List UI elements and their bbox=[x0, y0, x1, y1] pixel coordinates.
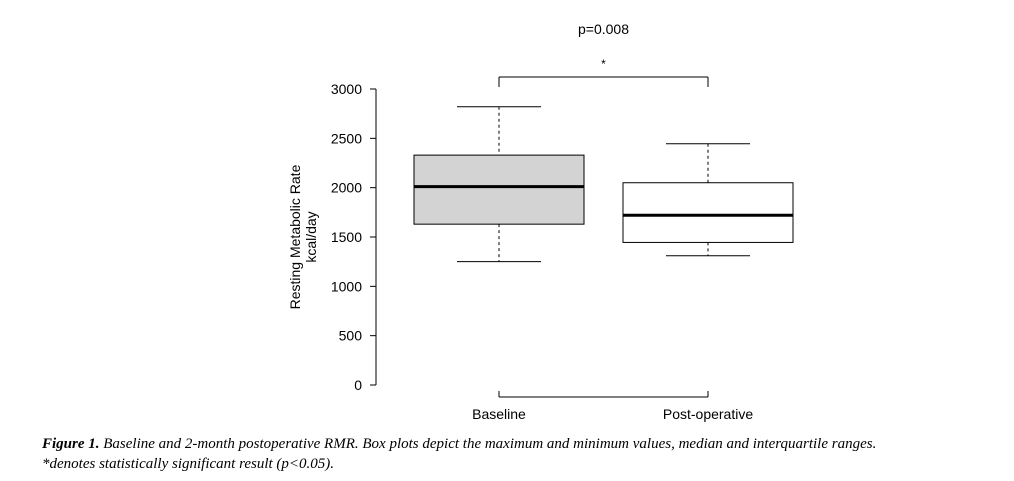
x-tick-label: Post-operative bbox=[663, 406, 753, 422]
caption-label: Figure 1. bbox=[42, 436, 100, 452]
significance-marker: * bbox=[601, 57, 606, 71]
y-tick-label: 1000 bbox=[331, 278, 362, 294]
p-value-label: p=0.008 bbox=[578, 21, 629, 37]
y-tick-label: 500 bbox=[339, 328, 363, 344]
y-tick-label: 1500 bbox=[331, 229, 362, 245]
caption-note: *denotes statistically significant resul… bbox=[42, 456, 335, 472]
x-axis: Baseline Post-operative bbox=[472, 391, 753, 422]
box-baseline bbox=[413, 106, 585, 263]
y-tick-label: 0 bbox=[354, 377, 362, 393]
x-tick-label: Baseline bbox=[472, 406, 526, 422]
box-plot-chart: 0 500 1000 1500 2000 2500 3000 Baseline Post-op… bbox=[287, 21, 794, 422]
caption-text: Baseline and 2-month postoperative RMR. … bbox=[99, 436, 877, 452]
y-tick-label: 3000 bbox=[331, 81, 362, 97]
figure-caption: Figure 1. Baseline and 2-month postopera… bbox=[42, 434, 1007, 474]
y-axis: 0 500 1000 1500 2000 2500 3000 bbox=[331, 81, 377, 393]
significance-annotation: * p=0.008 bbox=[498, 21, 709, 87]
y-axis-label-line1: Resting Metabolic Rate bbox=[287, 164, 303, 309]
box-post-operative bbox=[622, 143, 794, 257]
y-tick-label: 2000 bbox=[331, 180, 362, 196]
iqr-box bbox=[413, 154, 585, 225]
iqr-box bbox=[622, 182, 794, 243]
y-tick-label: 2500 bbox=[331, 130, 362, 146]
box-plots bbox=[413, 106, 794, 263]
y-axis-label-line2: kcal/day bbox=[303, 211, 319, 262]
